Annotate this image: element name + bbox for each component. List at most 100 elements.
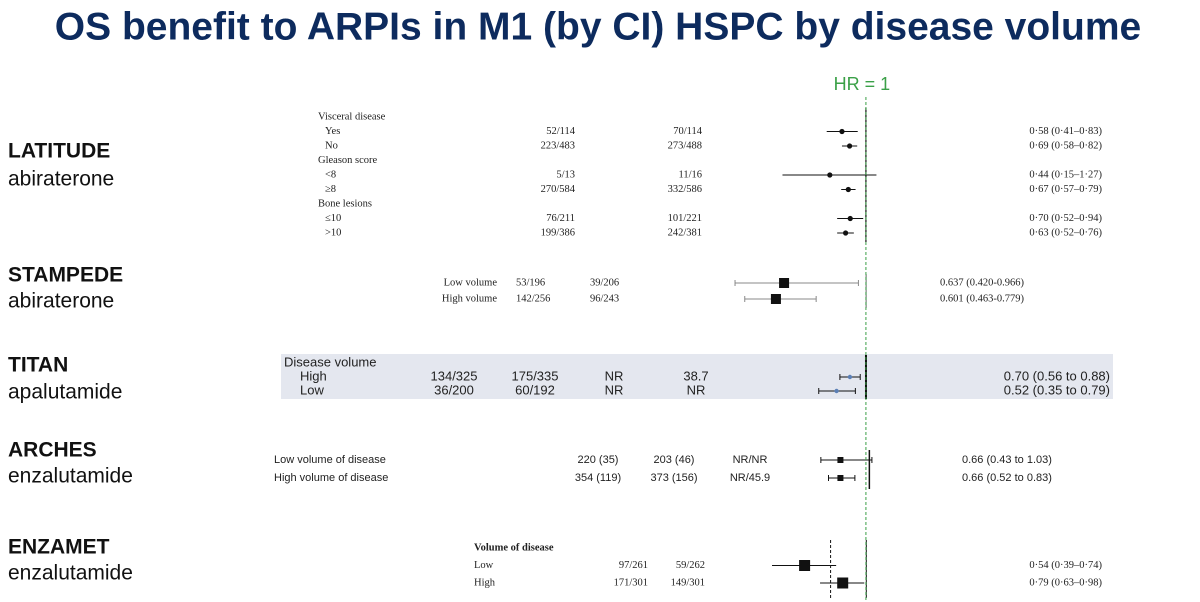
hr-point <box>779 278 790 288</box>
hr-label: 0·44 (0·15–1·27) <box>1029 169 1102 180</box>
count-cell: 5/13 <box>556 169 575 180</box>
hr-point <box>845 186 851 193</box>
group-header: Visceral disease <box>318 111 386 122</box>
row-label: No <box>325 140 338 151</box>
hr-label: 0·69 (0·58–0·82) <box>1029 140 1102 151</box>
hr-point <box>839 128 845 135</box>
row-label: >10 <box>325 227 341 238</box>
count-cell: 11/16 <box>678 169 702 180</box>
row-label: ≤10 <box>325 213 341 224</box>
count-cell: 203 (46) <box>654 454 695 466</box>
count-cell: 149/301 <box>671 577 705 588</box>
forest-panel: ARCHES enzalutamide Low volume of disease 2… <box>8 439 1052 489</box>
hr-label: 0·70 (0·52–0·94) <box>1029 213 1102 224</box>
hr-point <box>837 457 844 463</box>
hr-point <box>837 577 849 589</box>
group-header: Volume of disease <box>474 542 554 553</box>
row-label: High volume of disease <box>274 472 388 484</box>
count-cell: 36/200 <box>434 382 474 397</box>
count-cell: 175/335 <box>512 368 559 383</box>
study-name: ARCHES <box>8 439 97 462</box>
row-label: <8 <box>325 169 336 180</box>
hr-label: 0·54 (0·39–0·74) <box>1029 560 1102 571</box>
hr-label: 0·63 (0·52–0·76) <box>1029 227 1102 238</box>
row-label: Low <box>474 560 494 571</box>
row-band <box>281 354 1113 399</box>
count-cell: 70/114 <box>673 126 703 137</box>
hr-label: 0·58 (0·41–0·83) <box>1029 126 1102 137</box>
count-cell: 199/386 <box>541 227 575 238</box>
group-header: Disease volume <box>284 354 377 369</box>
row-label: Yes <box>325 126 340 137</box>
hr-point <box>799 560 811 571</box>
count-cell: 38.7 <box>683 368 708 383</box>
count-cell: 97/261 <box>619 560 648 571</box>
hr-label: 0.637 (0.420-0.966) <box>940 277 1024 288</box>
row-label: High <box>474 577 496 588</box>
count-cell: 60/192 <box>515 382 555 397</box>
count-cell: 39/206 <box>590 277 619 288</box>
count-cell: 96/243 <box>590 293 619 304</box>
count-cell: 270/584 <box>541 184 576 195</box>
count-cell: 142/256 <box>516 293 550 304</box>
count-cell: 134/325 <box>431 368 478 383</box>
hr-label: 0.66 (0.52 to 0.83) <box>962 472 1052 484</box>
count-cell: 242/381 <box>668 227 702 238</box>
count-cell: 52/114 <box>546 126 576 137</box>
drug-name: enzalutamide <box>8 465 133 488</box>
study-name: LATITUDE <box>8 140 110 163</box>
forest-panel: ENZAMET enzalutamide Volume of disease Low 9… <box>8 536 1103 598</box>
hr-label: 0·67 (0·57–0·79) <box>1029 184 1102 195</box>
group-header: Gleason score <box>318 155 378 166</box>
count-cell: 53/196 <box>516 277 545 288</box>
hr-one-label: HR = 1 <box>834 74 891 94</box>
slide-title: OS benefit to ARPIs in M1 (by CI) HSPC b… <box>55 5 1141 48</box>
hr-label: 0.70 (0.56 to 0.88) <box>1004 368 1110 383</box>
hr-point <box>847 215 853 222</box>
hr-label: 0·79 (0·63–0·98) <box>1029 577 1102 588</box>
hr-point <box>770 294 781 304</box>
count-cell: 59/262 <box>676 560 705 571</box>
row-label: High <box>300 368 327 383</box>
hr-label: 0.601 (0.463-0.779) <box>940 293 1024 304</box>
count-cell: 354 (119) <box>575 472 621 484</box>
count-cell: 223/483 <box>541 140 575 151</box>
count-cell: NR/45.9 <box>730 472 770 484</box>
study-name: STAMPEDE <box>8 264 123 287</box>
forest-panel: STAMPEDE abiraterone Low volume 53/196 39/20… <box>8 264 1024 313</box>
hr-point <box>847 374 853 380</box>
hr-label: 0.66 (0.43 to 1.03) <box>962 454 1052 466</box>
row-label: High volume <box>442 293 497 304</box>
count-cell: 220 (35) <box>578 454 619 466</box>
count-cell: 171/301 <box>614 577 648 588</box>
drug-name: enzalutamide <box>8 562 133 585</box>
count-cell: 76/211 <box>546 213 575 224</box>
count-cell: NR <box>605 382 624 397</box>
count-cell: 373 (156) <box>650 472 697 484</box>
hr-point <box>834 388 839 394</box>
hr-point <box>837 475 844 481</box>
drug-name: apalutamide <box>8 381 122 404</box>
hr-point <box>847 143 853 149</box>
drug-name: abiraterone <box>8 168 114 191</box>
count-cell: 101/221 <box>668 213 702 224</box>
hr-point <box>843 230 849 236</box>
hr-point <box>827 172 833 178</box>
row-label: Low volume of disease <box>274 454 386 466</box>
count-cell: NR <box>687 382 706 397</box>
row-label: ≥8 <box>325 184 336 195</box>
count-cell: 273/488 <box>668 140 702 151</box>
count-cell: 332/586 <box>668 184 702 195</box>
count-cell: NR/NR <box>733 454 768 466</box>
drug-name: abiraterone <box>8 290 114 313</box>
group-header: Bone lesions <box>318 198 372 209</box>
count-cell: NR <box>605 368 624 383</box>
hr-label: 0.52 (0.35 to 0.79) <box>1004 382 1110 397</box>
study-name: ENZAMET <box>8 536 110 559</box>
forest-panel: LATITUDE abiraterone Visceral disease Yes 52… <box>8 108 1103 242</box>
study-name: TITAN <box>8 354 68 377</box>
row-label: Low volume <box>444 277 498 288</box>
row-label: Low <box>300 382 324 397</box>
